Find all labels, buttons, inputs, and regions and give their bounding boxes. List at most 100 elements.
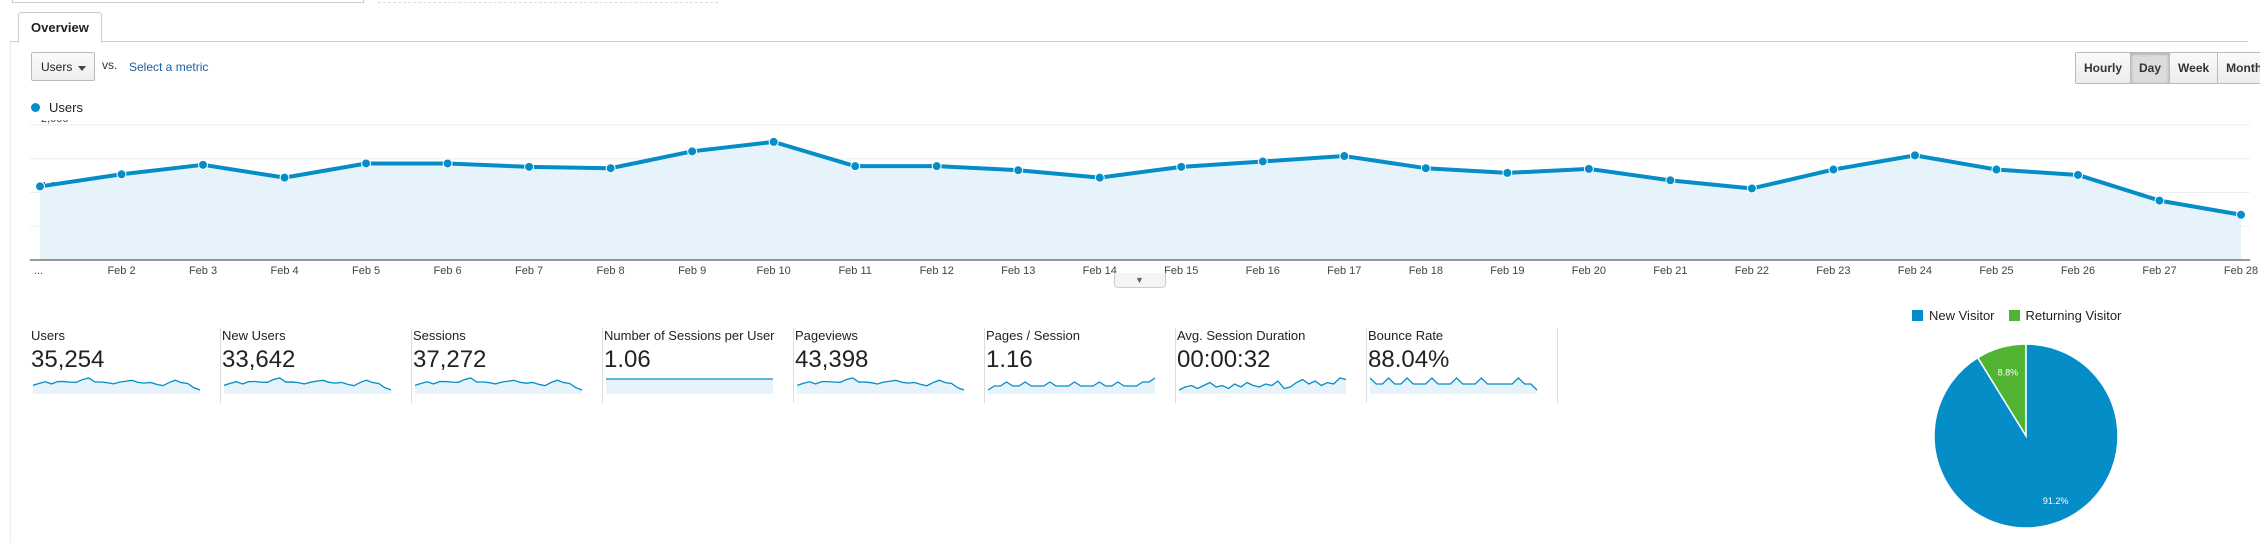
scorecard-sessions[interactable]: Sessions 37,272 [413,328,603,403]
data-point[interactable] [442,158,453,169]
metric-select[interactable]: Users [31,52,95,81]
data-point[interactable] [1665,175,1676,186]
period-hourly-button[interactable]: Hourly [2076,53,2131,83]
x-tick-label: Feb 8 [597,265,625,277]
data-point[interactable] [2154,195,2165,206]
pie-slice-new-visitor[interactable] [1933,343,2119,529]
x-tick-label: Feb 21 [1653,265,1687,277]
data-point[interactable] [1094,172,1105,183]
pie-legend-returning-visitor[interactable]: Returning Visitor [2008,308,2121,323]
scorecard-value: 88.04% [1368,346,1450,373]
x-tick-label: Feb 26 [2061,265,2095,277]
users-area [40,141,2241,260]
sparkline [33,377,201,394]
scorecard-value: 33,642 [222,346,296,373]
data-point[interactable] [1746,183,1757,194]
x-tick-label: Feb 6 [434,265,462,277]
x-tick-label: Feb 28 [2224,265,2258,277]
x-tick-label: Feb 2 [107,265,135,277]
pie-legend-new-visitor[interactable]: New Visitor [1912,308,1995,323]
scorecard-pages-session[interactable]: Pages / Session 1.16 [986,328,1176,403]
sparkline-area [988,378,1155,394]
scorecard-users[interactable]: Users 35,254 [31,328,221,403]
period-week-button[interactable]: Week [2169,53,2218,83]
scorecard-label: Bounce Rate [1368,328,1444,343]
sparkline-line [988,377,1156,391]
chevron-down-icon [78,66,86,71]
data-point[interactable] [35,181,45,192]
x-tick-label: Feb 23 [1816,265,1850,277]
data-point[interactable] [279,172,290,183]
x-tick-label: Feb 17 [1327,265,1361,277]
data-point[interactable] [768,136,779,147]
scorecard-label: Number of Sessions per User [604,328,775,343]
data-point[interactable] [850,161,861,172]
data-point[interactable] [1583,163,1594,174]
x-tick-label: Feb 15 [1164,265,1198,277]
scorecard-pageviews[interactable]: Pageviews 43,398 [795,328,985,403]
x-tick-label: Feb 3 [189,265,217,277]
data-point[interactable] [605,163,616,174]
scorecard-label: Pageviews [795,328,858,343]
sparkline-area [415,378,582,394]
visitor-pie-chart[interactable]: 8.8% 91.2% [1930,340,2122,532]
sparkline-area [797,378,964,394]
data-point[interactable] [1420,163,1431,174]
data-point[interactable] [361,158,372,169]
data-point[interactable] [1339,151,1350,162]
data-point[interactable] [1828,164,1839,175]
x-tick-label: Feb 25 [1979,265,2013,277]
x-tick-label: Feb 14 [1083,265,1117,277]
scorecard-number-of-sessions-per-user[interactable]: Number of Sessions per User 1.06 [604,328,794,403]
legend-label-users: Users [49,100,83,115]
x-tick-label: Feb 27 [2142,265,2176,277]
x-tick-label: Feb 11 [838,265,871,277]
data-point[interactable] [1991,164,2002,175]
x-tick-label: Feb 22 [1735,265,1769,277]
data-point[interactable] [931,161,942,172]
data-point[interactable] [524,161,535,172]
data-point[interactable] [1013,165,1024,176]
period-day-button[interactable]: Day [2130,53,2170,83]
sparkline [415,377,583,394]
sparkline [988,377,1156,394]
sparkline-area [224,378,391,394]
x-tick-label: ... [34,265,43,277]
top-input-fragment-2 [378,0,718,3]
sparkline [224,377,392,394]
scorecard-value: 1.06 [604,346,651,373]
tab-rule [10,41,2248,42]
data-point[interactable] [1257,156,1268,167]
x-tick-label: Feb 16 [1246,265,1280,277]
x-tick-label: Feb 9 [678,265,706,277]
pie-slice-label: 8.8% [1998,367,2019,377]
top-input-fragment [12,0,364,3]
chart-resize-handle[interactable]: ▼ [1114,273,1166,288]
period-month-button[interactable]: Month [2217,53,2260,83]
data-point[interactable] [116,169,127,180]
select-metric-link[interactable]: Select a metric [129,60,209,74]
scorecard-value: 00:00:32 [1177,346,1271,373]
scorecard-label: Sessions [413,328,466,343]
sparkline-line [1370,377,1538,391]
data-point[interactable] [2236,209,2246,220]
data-point[interactable] [687,146,698,157]
chart-legend[interactable]: Users [31,100,83,115]
scorecard-label: Pages / Session [986,328,1080,343]
period-button-group: Hourly Day Week Month [2075,52,2260,84]
scorecard-new-users[interactable]: New Users 33,642 [222,328,412,403]
data-point[interactable] [2072,169,2083,180]
tab-overview[interactable]: Overview [18,12,102,43]
scorecard-avg-session-duration[interactable]: Avg. Session Duration 00:00:32 [1177,328,1367,403]
x-tick-label: Feb 20 [1572,265,1606,277]
users-series-line [39,139,2242,217]
data-point[interactable] [1176,161,1187,172]
scorecard-label: Avg. Session Duration [1177,328,1306,343]
scorecard-bounce-rate[interactable]: Bounce Rate 88.04% [1368,328,1558,403]
data-point[interactable] [198,159,209,170]
sparkline-line [1179,377,1347,391]
pie-slice-label: 91.2% [2043,496,2069,506]
data-point[interactable] [1909,150,1920,161]
data-point[interactable] [1502,167,1513,178]
